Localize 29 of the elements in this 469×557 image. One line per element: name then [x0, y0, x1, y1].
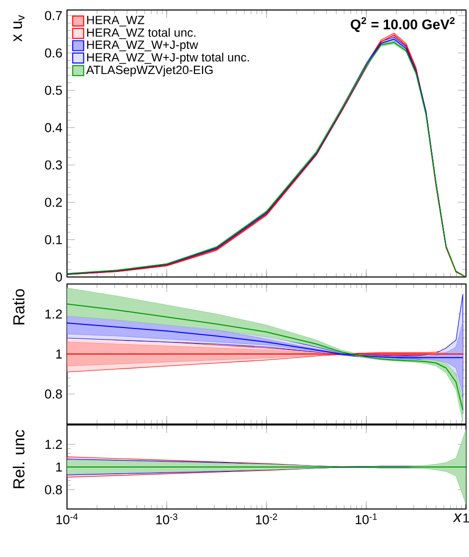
y-tick-label: 0: [56, 272, 62, 282]
y-tick-label: 0.8: [44, 485, 62, 494]
legend-label: ATLASepWZVjet20-EIG: [86, 65, 213, 76]
legend-label: HERA_WZ total unc.: [87, 28, 196, 40]
y-tick-label: 0.5: [44, 86, 62, 95]
y-tick-label: 1: [56, 462, 62, 472]
y-tick-label: 1.2: [45, 309, 62, 319]
x-tick-label: 1: [463, 514, 469, 522]
legend-label: HERA_WZ_W+J-ptw: [87, 40, 198, 52]
x-tick-label: 10$^{-2}$: [256, 514, 278, 524]
x-tick-label: 10$^{-3}$: [156, 514, 178, 524]
y-tick-label: 0.1: [44, 235, 62, 244]
x-tick-label: 10$^{-4}$: [56, 514, 78, 524]
legend-label: HERA_WZ_W+J-ptw total unc.: [87, 52, 249, 64]
y-tick-label: 0.7: [44, 11, 62, 20]
y-axis-title: Ratio: [12, 289, 24, 324]
y-axis-title: x u$_{v}$: [13, 15, 24, 42]
y-tick-label: 0.4: [44, 123, 62, 132]
legend-label: HERA_WZ: [87, 16, 144, 26]
y-tick-label: 1.2: [45, 440, 62, 449]
x-tick-label: 10$^{-1}$: [356, 514, 377, 524]
y-tick-label: 0.8: [44, 389, 62, 399]
x-axis-title: x: [452, 514, 462, 522]
y-tick-label: 0.2: [44, 198, 62, 207]
y-tick-label: 0.3: [44, 160, 62, 170]
y-tick-label: 0.6: [44, 48, 62, 58]
y-axis-title: Rel. unc: [12, 430, 24, 488]
annotation: Q$^{2}$ = 10.00 GeV$^{2}$: [350, 17, 455, 32]
y-tick-label: 1: [56, 350, 62, 358]
